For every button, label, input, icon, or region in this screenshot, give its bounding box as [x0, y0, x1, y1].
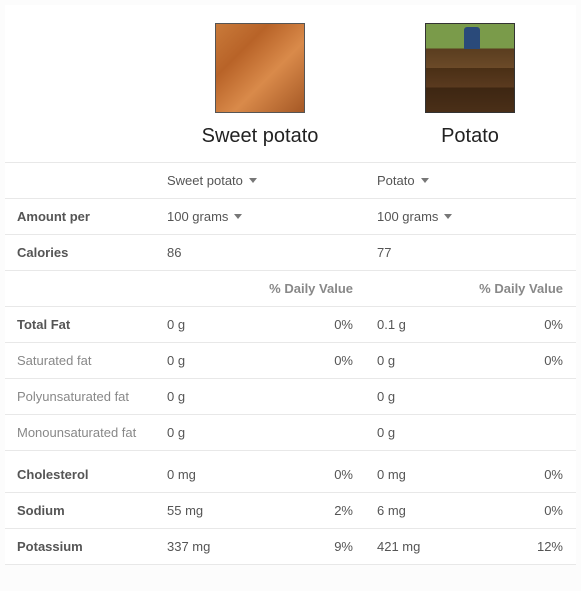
header-empty-cell: [5, 74, 155, 94]
nutrient-row: Polyunsaturated fat 0 g 0 g: [5, 379, 576, 415]
food-title-a: Sweet potato: [202, 125, 319, 148]
nutrient-cell: 0 g 0%: [155, 307, 365, 342]
nutrient-row: Total Fat 0 g 0% 0.1 g 0%: [5, 307, 576, 343]
nutrient-label: Sodium: [5, 493, 155, 528]
food-title-b: Potato: [441, 125, 499, 148]
nutrient-block-fat: Total Fat0 g0%0.1 g0%Saturated fat0 g0%0…: [5, 307, 576, 451]
nutrient-cell: 0 g: [155, 415, 365, 450]
amount-a-value: 100 grams: [167, 209, 228, 224]
food-header-b: Potato: [365, 5, 575, 162]
nutrient-cell: 0 g 0%: [155, 343, 365, 378]
nutrient-row: Sodium 55 mg 2% 6 mg 0%: [5, 493, 576, 529]
nutrient-value: 0.1 g: [377, 317, 406, 332]
nutrient-value: 0 g: [377, 389, 395, 404]
nutrient-value: 0 g: [377, 353, 395, 368]
nutrient-cell: 0 g: [155, 379, 365, 414]
amount-label: Amount per: [5, 199, 155, 234]
nutrient-cell: 0 mg 0%: [365, 457, 575, 492]
nutrient-percent: 0%: [544, 353, 563, 368]
nutrient-value: 337 mg: [167, 539, 210, 554]
nutrient-value: 0 mg: [377, 467, 406, 482]
nutrient-cell: 337 mg 9%: [155, 529, 365, 564]
chevron-down-icon: [249, 178, 257, 183]
amount-select-a[interactable]: 100 grams: [155, 199, 365, 234]
amount-select-b[interactable]: 100 grams: [365, 199, 575, 234]
nutrient-value: 0 g: [167, 389, 185, 404]
nutrient-value: 0 g: [167, 425, 185, 440]
nutrient-percent: 0%: [544, 317, 563, 332]
nutrient-row: Potassium 337 mg 9% 421 mg 12%: [5, 529, 576, 565]
nutrient-row: Cholesterol 0 mg 0% 0 mg 0%: [5, 457, 576, 493]
select-empty-cell: [5, 171, 155, 191]
nutrient-cell: 421 mg 12%: [365, 529, 575, 564]
calories-b-value: 77: [377, 245, 391, 260]
dv-header-a: % Daily Value: [155, 271, 365, 306]
nutrient-cell: 6 mg 0%: [365, 493, 575, 528]
food-select-row: Sweet potato Potato: [5, 163, 576, 199]
nutrient-label: Potassium: [5, 529, 155, 564]
nutrient-cell: 55 mg 2%: [155, 493, 365, 528]
calories-a-value: 86: [167, 245, 181, 260]
header-row: Sweet potato Potato: [5, 5, 576, 163]
nutrient-percent: 0%: [544, 467, 563, 482]
chevron-down-icon: [234, 214, 242, 219]
dv-header-a-label: % Daily Value: [269, 281, 353, 296]
nutrient-cell: 0 g 0%: [365, 343, 575, 378]
nutrient-row: Monounsaturated fat 0 g 0 g: [5, 415, 576, 451]
nutrient-percent: 9%: [334, 539, 353, 554]
nutrient-value: 6 mg: [377, 503, 406, 518]
sweet-potato-image: [215, 23, 305, 113]
nutrient-label: Polyunsaturated fat: [5, 379, 155, 414]
nutrient-label: Monounsaturated fat: [5, 415, 155, 450]
nutrient-cell: 0 g: [365, 379, 575, 414]
nutrient-block-minerals: Cholesterol 0 mg 0% 0 mg 0% Sodium 55 mg 2% 6 mg…: [5, 457, 576, 565]
nutrient-value: 0 g: [167, 317, 185, 332]
nutrient-percent: 0%: [334, 467, 353, 482]
nutrient-label: Total Fat: [5, 307, 155, 342]
nutrient-percent: 0%: [544, 503, 563, 518]
calories-b: 77: [365, 235, 575, 270]
nutrient-percent: 12%: [537, 539, 563, 554]
nutrient-value: 0 g: [377, 425, 395, 440]
nutrient-cell: 0.1 g 0%: [365, 307, 575, 342]
nutrient-value: 55 mg: [167, 503, 203, 518]
nutrient-percent: 0%: [334, 353, 353, 368]
food-select-a[interactable]: Sweet potato: [155, 163, 365, 198]
nutrient-label: Saturated fat: [5, 343, 155, 378]
potato-image: [425, 23, 515, 113]
daily-value-header-row: % Daily Value % Daily Value: [5, 271, 576, 307]
nutrient-row: Saturated fat 0 g 0% 0 g 0%: [5, 343, 576, 379]
chevron-down-icon: [421, 178, 429, 183]
nutrient-cell: 0 mg 0%: [155, 457, 365, 492]
food-select-b-label: Potato: [377, 173, 415, 188]
food-select-a-label: Sweet potato: [167, 173, 243, 188]
calories-label: Calories: [5, 235, 155, 270]
nutrition-comparison-table: Sweet potato Potato Sweet potato Potato …: [5, 5, 576, 565]
amount-b-value: 100 grams: [377, 209, 438, 224]
nutrient-label: Cholesterol: [5, 457, 155, 492]
nutrient-cell: 0 g: [365, 415, 575, 450]
dv-header-b-label: % Daily Value: [479, 281, 563, 296]
calories-a: 86: [155, 235, 365, 270]
dv-header-b: % Daily Value: [365, 271, 575, 306]
nutrient-percent: 2%: [334, 503, 353, 518]
calories-row: Calories 86 77: [5, 235, 576, 271]
dv-empty-cell: [5, 279, 155, 299]
chevron-down-icon: [444, 214, 452, 219]
nutrient-percent: 0%: [334, 317, 353, 332]
nutrient-value: 0 g: [167, 353, 185, 368]
food-header-a: Sweet potato: [155, 5, 365, 162]
food-select-b[interactable]: Potato: [365, 163, 575, 198]
nutrient-value: 0 mg: [167, 467, 196, 482]
nutrient-value: 421 mg: [377, 539, 420, 554]
amount-row: Amount per 100 grams 100 grams: [5, 199, 576, 235]
